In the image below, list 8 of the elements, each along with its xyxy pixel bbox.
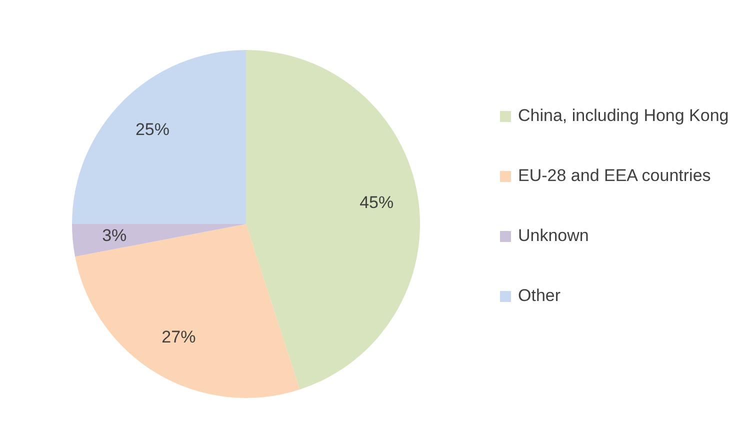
data-label: 25% [135, 120, 170, 140]
data-label: 3% [102, 226, 127, 246]
legend-label: China, including Hong Kong [518, 105, 729, 127]
data-label: 27% [162, 328, 196, 347]
legend-label: EU-28 and EEA countries [518, 165, 711, 187]
data-label: 45% [360, 193, 394, 212]
legend-label: Other [518, 285, 561, 307]
legend-label: Unknown [518, 225, 589, 247]
